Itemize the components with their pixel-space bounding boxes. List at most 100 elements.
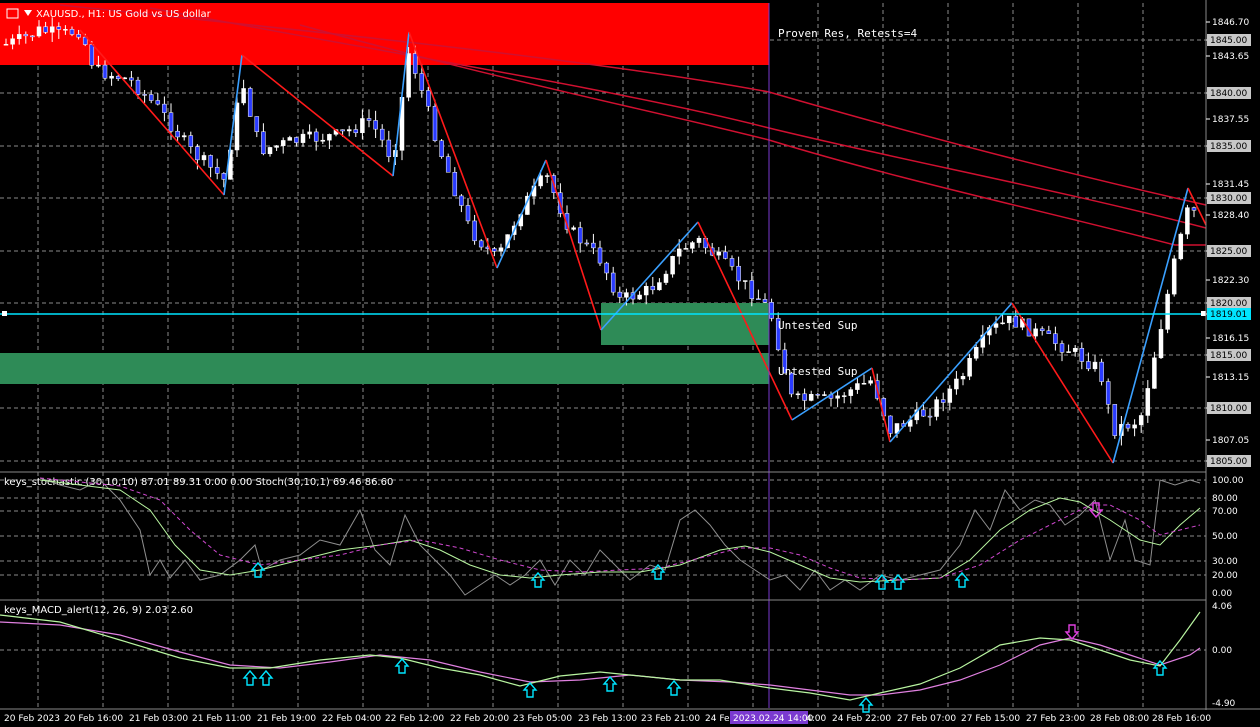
candle-bear	[465, 205, 471, 222]
candle-bull	[993, 323, 999, 328]
candle-bull	[1092, 361, 1098, 370]
candle-bear	[214, 167, 220, 174]
candle-bull	[973, 347, 979, 359]
time-label: 4:00	[806, 714, 826, 724]
candle-bear	[439, 140, 444, 157]
candle-bull	[848, 389, 854, 396]
candle-bear	[650, 285, 656, 291]
support-zone-2-label: Untested Sup	[778, 365, 857, 378]
candle-bull	[657, 282, 662, 291]
price-label: 1813.15	[1212, 373, 1249, 383]
price-level-box	[1207, 192, 1251, 204]
price-level-box	[1207, 402, 1251, 414]
time-label: 23 Feb 21:00	[641, 714, 700, 724]
candle-bull	[835, 395, 840, 399]
candle-bear	[1059, 343, 1065, 353]
candle-bear	[23, 34, 29, 37]
time-label: 20 Feb 2023	[4, 714, 60, 724]
stochastic-title: keys_stochastic (30,10,10) 87.01 89.31 0…	[4, 477, 393, 488]
arrow-up-icon	[1152, 659, 1168, 676]
time-label: 24 Feb 22:00	[832, 714, 891, 724]
candle-bull	[1145, 388, 1151, 416]
candle-bull	[10, 38, 15, 45]
arrow-down-icon	[1088, 502, 1104, 519]
window-title: XAUUSD., H1: US Gold vs US dollar	[36, 9, 212, 20]
candle-bull	[96, 64, 101, 67]
candle-bear	[129, 77, 134, 81]
price-level-label: 1835.00	[1210, 142, 1247, 152]
time-axis[interactable]: 20 Feb 2023 20 Feb 16:00 21 Feb 03:00 21 Fe…	[4, 711, 1211, 724]
zigzag-down-segment	[79, 29, 225, 196]
candle-bear	[729, 258, 735, 267]
stochastic-level-label: 50.00	[1212, 532, 1238, 542]
arrow-up-icon	[874, 573, 890, 590]
candle-bull	[868, 380, 873, 384]
macd-level-label: -4.90	[1212, 699, 1236, 709]
candle-bear	[43, 26, 48, 33]
candle-bull	[643, 285, 649, 296]
crosshair-right-handle[interactable]	[1201, 311, 1206, 316]
time-label: 27 Feb 23:00	[1026, 714, 1085, 724]
candle-bear	[313, 131, 319, 142]
stochastic-level-label: 100.00	[1212, 476, 1244, 486]
time-label: 20 Feb 16:00	[64, 714, 123, 724]
candle-bear	[1191, 207, 1197, 211]
candle-bull	[267, 147, 273, 155]
time-label: 21 Feb 11:00	[192, 714, 251, 724]
candle-bull	[36, 26, 42, 37]
candle-bear	[432, 106, 438, 141]
resistance-zone[interactable]	[0, 3, 769, 65]
candle-bull	[287, 137, 293, 141]
candle-bear	[921, 409, 926, 417]
candle-bull	[861, 383, 867, 385]
cursor-price-box	[1207, 308, 1251, 320]
candle-bear	[254, 116, 260, 132]
grid	[0, 3, 1206, 708]
candle-bear	[294, 137, 299, 143]
cursor-price-label: 1819.01	[1210, 310, 1247, 320]
candle-bear	[452, 172, 458, 197]
support-zone-2[interactable]	[0, 353, 769, 384]
arrow-up-icon	[666, 679, 682, 696]
stochastic-level-label: 30.00	[1212, 557, 1238, 567]
candle-bull	[690, 242, 695, 249]
price-level-label: 1845.00	[1210, 36, 1247, 46]
price-level-label: 1820.00	[1210, 299, 1247, 309]
dropdown-triangle-icon[interactable]	[24, 10, 32, 16]
candle-bull	[742, 280, 748, 282]
arrow-up-icon	[954, 571, 970, 588]
candle-bear	[115, 75, 121, 80]
candle-bull	[947, 388, 953, 403]
candle-bear	[1013, 315, 1019, 328]
price-level-label: 1805.00	[1210, 457, 1247, 467]
time-label: 24 Feb	[705, 714, 736, 724]
macd-level-label: 4.06	[1212, 602, 1232, 612]
price-level-label: 1825.00	[1210, 247, 1247, 257]
price-label: 1807.05	[1212, 436, 1249, 446]
candle-bull	[1138, 415, 1144, 426]
macd-panel[interactable]: keys_MACD_alert(12, 26, 9) 2.03 2.60	[0, 605, 1201, 701]
zigzag-down-segment	[1187, 187, 1207, 226]
crosshair-left-handle[interactable]	[2, 311, 7, 316]
arrow-up-icon	[258, 669, 274, 686]
candle-bear	[492, 248, 497, 252]
menu-icon[interactable]	[6, 8, 19, 19]
time-label: 22 Feb 12:00	[385, 714, 444, 724]
candle-bear	[577, 227, 583, 244]
candle-bear	[940, 399, 946, 403]
candle-bull	[1185, 207, 1190, 235]
candle-bull	[980, 334, 986, 348]
candle-bear	[386, 139, 392, 157]
price-level-box	[1207, 34, 1251, 46]
price-axis[interactable]: 1846.70 1845.00 1843.65 1840.00 1837.55 1835.…	[1206, 18, 1251, 467]
candle-bear	[168, 112, 174, 132]
candle-bear	[1099, 361, 1104, 382]
price-level-box	[1207, 245, 1251, 257]
arrow-up-icon	[890, 573, 906, 590]
candle-bull	[280, 140, 286, 146]
candle-bear	[927, 415, 933, 418]
candle-bear	[789, 372, 794, 395]
support-zone-1[interactable]	[601, 303, 769, 345]
candle-bear	[736, 265, 741, 282]
